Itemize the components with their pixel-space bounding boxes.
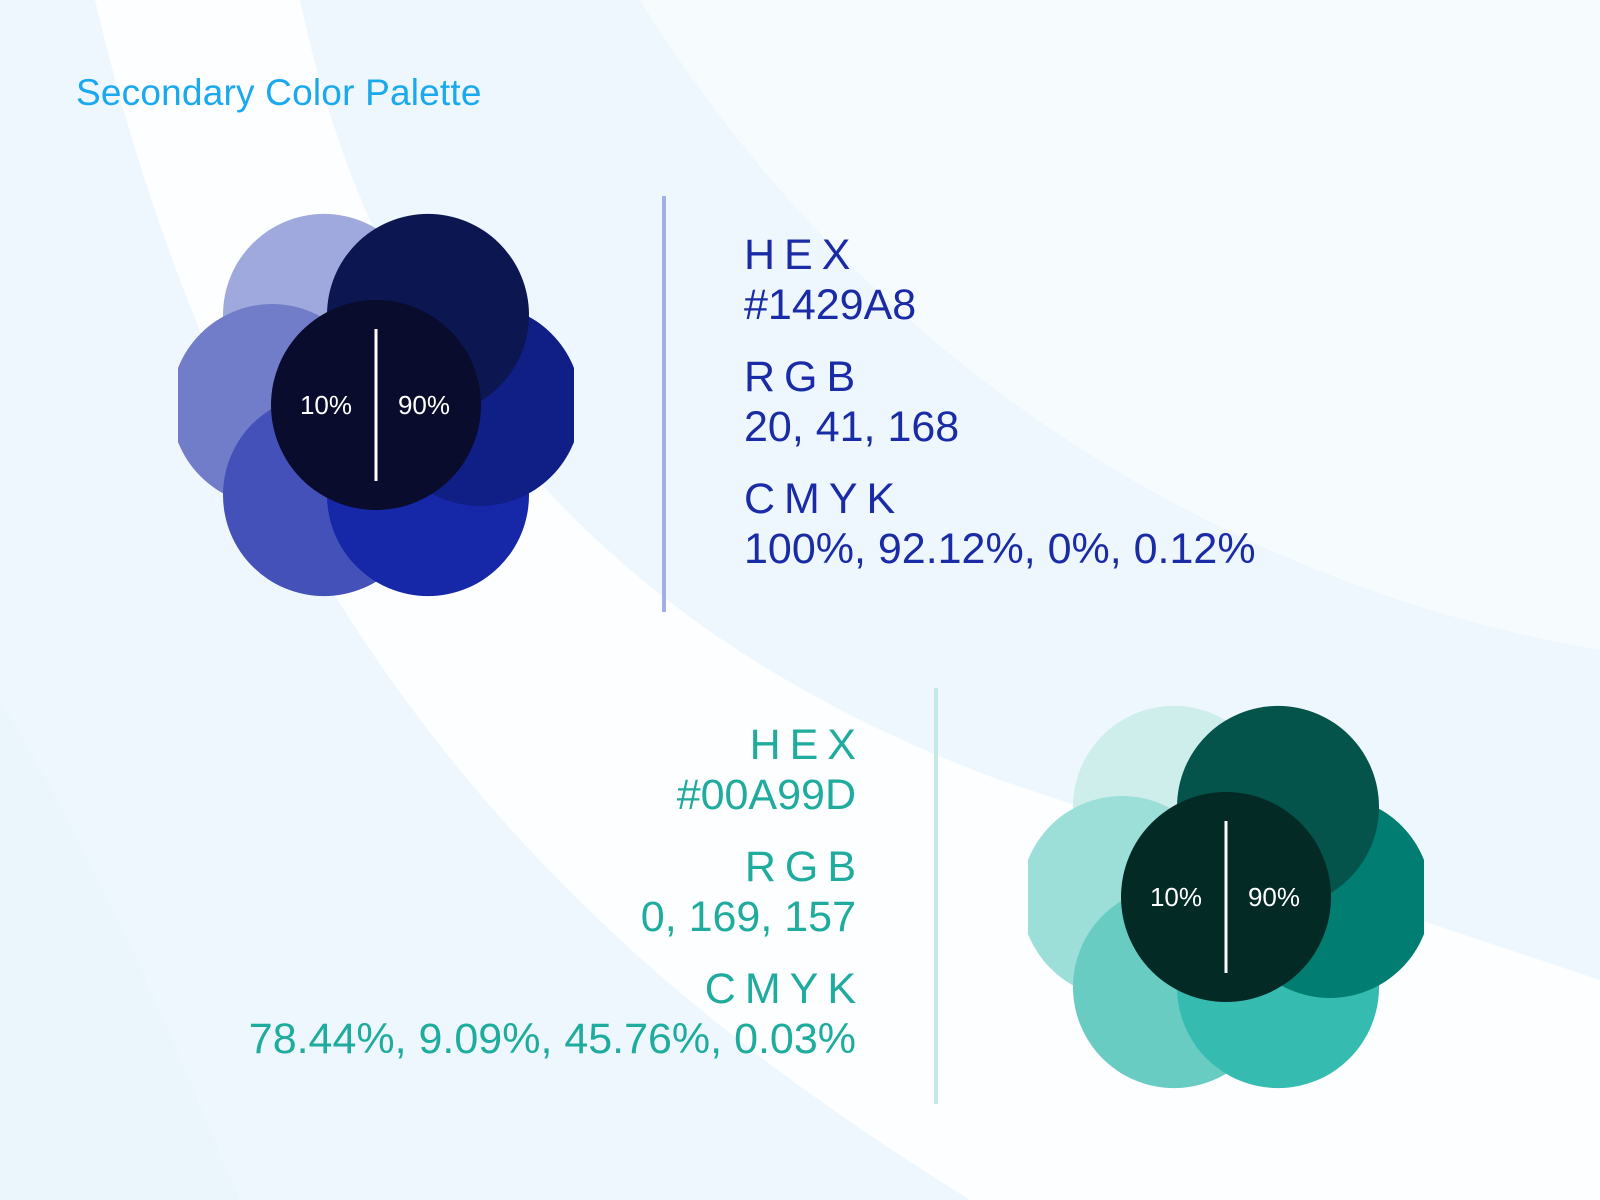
cmyk-value: 100%, 92.12%, 0%, 0.12% bbox=[744, 525, 1256, 573]
split-left-percent: 10% bbox=[300, 390, 352, 420]
rgb-block: RGB 0, 169, 157 bbox=[249, 842, 856, 942]
hex-label: HEX bbox=[744, 231, 860, 279]
rgb-value: 0, 169, 157 bbox=[640, 893, 856, 941]
teal-divider bbox=[934, 688, 938, 1104]
blue-color-swatch-flower: 10% 90% bbox=[178, 213, 574, 597]
split-right-percent: 90% bbox=[398, 390, 450, 420]
hex-block: HEX #00A99D bbox=[249, 720, 856, 820]
hex-label: HEX bbox=[749, 721, 865, 769]
teal-color-swatch-flower: 10% 90% bbox=[1028, 705, 1424, 1089]
rgb-block: RGB 20, 41, 168 bbox=[744, 352, 1256, 452]
hex-block: HEX #1429A8 bbox=[744, 230, 1256, 330]
cmyk-label: CMYK bbox=[704, 965, 865, 1013]
cmyk-block: CMYK 100%, 92.12%, 0%, 0.12% bbox=[744, 474, 1256, 574]
hex-value: #1429A8 bbox=[744, 281, 917, 329]
split-left-percent: 10% bbox=[1150, 882, 1202, 912]
teal-color-specs: HEX #00A99D RGB 0, 169, 157 CMYK 78.44%,… bbox=[249, 720, 856, 1064]
rgb-label: RGB bbox=[744, 353, 865, 401]
blue-color-specs: HEX #1429A8 RGB 20, 41, 168 CMYK 100%, 9… bbox=[744, 230, 1256, 574]
hex-value: #00A99D bbox=[676, 771, 856, 819]
cmyk-block: CMYK 78.44%, 9.09%, 45.76%, 0.03% bbox=[249, 964, 856, 1064]
cmyk-value: 78.44%, 9.09%, 45.76%, 0.03% bbox=[248, 1015, 856, 1063]
cmyk-label: CMYK bbox=[744, 475, 905, 523]
split-right-percent: 90% bbox=[1248, 882, 1300, 912]
rgb-value: 20, 41, 168 bbox=[744, 403, 960, 451]
page-title: Secondary Color Palette bbox=[76, 72, 482, 113]
rgb-label: RGB bbox=[744, 843, 865, 891]
blue-divider bbox=[662, 196, 666, 612]
